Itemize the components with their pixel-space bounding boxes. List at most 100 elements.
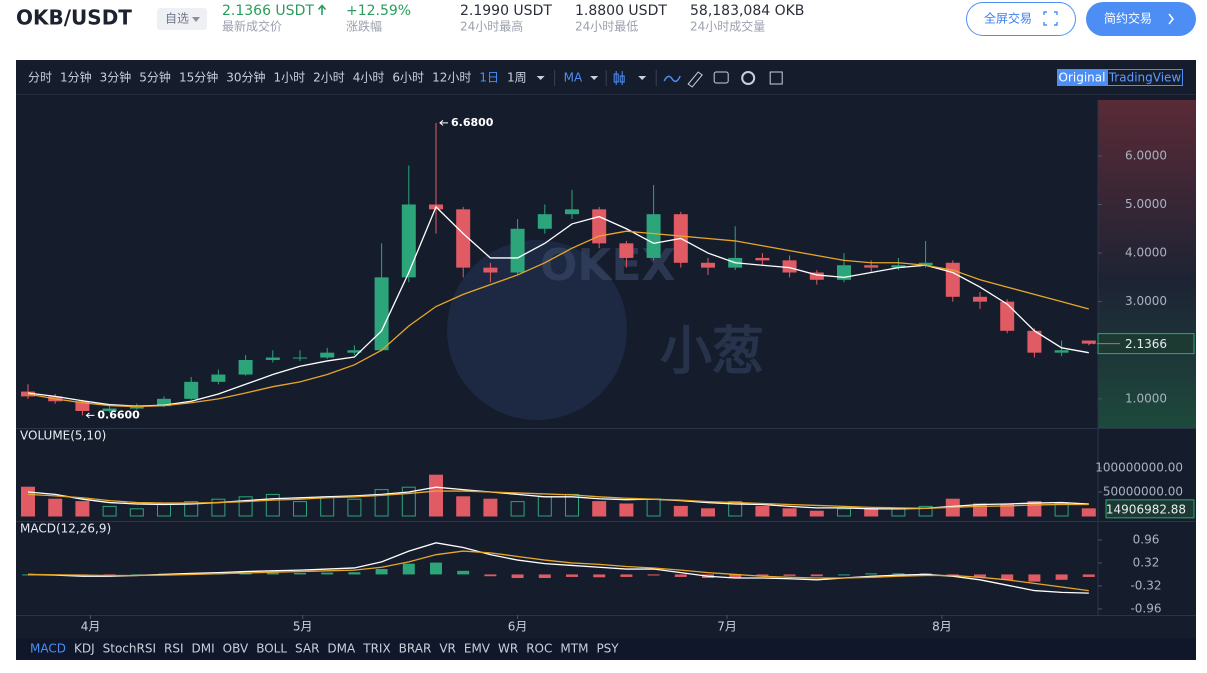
indicator-tab[interactable]: WR: [498, 642, 518, 656]
interval[interactable]: 1小时: [274, 71, 306, 85]
macd-bar: [892, 573, 905, 575]
expand-icon[interactable]: [769, 71, 783, 85]
fullscreen-button[interactable]: [966, 2, 1076, 36]
watermark-text: 小葱: [660, 322, 764, 382]
indicator-tab[interactable]: ROC: [526, 642, 552, 656]
ruler-icon[interactable]: [687, 71, 703, 88]
macd-bar: [783, 574, 796, 576]
candle-body: [483, 267, 498, 273]
volume-bar: [429, 474, 443, 517]
macd-bar: [375, 569, 388, 575]
indicator-tab[interactable]: TRIX: [362, 642, 390, 656]
candle-body: [945, 262, 960, 297]
price-axis-bg: [1098, 100, 1196, 428]
candle-body: [1027, 330, 1042, 353]
x-tick-label: 4月: [81, 620, 101, 634]
y-tick-label: 0.96: [1133, 532, 1160, 546]
interval[interactable]: 3分钟: [100, 70, 132, 85]
indicator[interactable]: MA: [564, 71, 583, 85]
candle-body: [973, 296, 987, 302]
volume-bar: [456, 496, 471, 517]
macd-bar: [566, 574, 578, 577]
pair: OKB/USDT: [16, 6, 132, 30]
interval[interactable]: 分时: [28, 71, 52, 85]
volume-bar: [75, 501, 90, 517]
indicator-tab[interactable]: BOLL: [256, 642, 287, 656]
stat-label: 24小时最高: [460, 19, 523, 34]
interval[interactable]: 1分钟: [60, 70, 92, 85]
macd-bar: [1055, 574, 1068, 580]
stat-label: 24小时成交量: [690, 19, 765, 34]
macd-bar: [974, 574, 986, 577]
volume-bar: [211, 498, 226, 517]
interval[interactable]: 1日: [479, 71, 499, 85]
simple-trade-button[interactable]: [1086, 2, 1196, 36]
indicator-tab[interactable]: SAR: [295, 642, 319, 656]
indicator-tab[interactable]: MACD: [30, 642, 66, 656]
indicator-tab[interactable]: DMI: [192, 642, 215, 656]
volume-bar: [102, 505, 117, 517]
interval[interactable]: 12小时: [432, 71, 471, 85]
candle-body: [755, 257, 770, 261]
indicator-tab[interactable]: PSY: [596, 642, 619, 656]
macd-bar: [511, 574, 524, 579]
macd-bar: [430, 562, 442, 575]
indicator-tab[interactable]: MTM: [560, 642, 588, 656]
x-tick-label: 6月: [508, 620, 528, 634]
indicator-tab[interactable]: RSI: [164, 642, 184, 656]
macd-bar: [1001, 574, 1014, 580]
macd-bar: [810, 574, 823, 577]
candle-icon[interactable]: [613, 71, 625, 85]
candle-body: [646, 214, 661, 258]
interval[interactable]: 4小时: [353, 71, 385, 85]
candle-body: [320, 352, 335, 358]
indicator-tab[interactable]: EMV: [464, 642, 491, 656]
settings-icon[interactable]: [741, 71, 756, 85]
indicator-tab[interactable]: StochRSI: [103, 642, 156, 656]
stat-label: 24小时最低: [575, 20, 638, 34]
view-active[interactable]: [1057, 69, 1107, 86]
camera-icon[interactable]: [713, 71, 729, 84]
macd-bar: [294, 572, 306, 575]
volume-bar: [48, 498, 63, 517]
interval[interactable]: 1周: [507, 71, 527, 85]
candle-body: [293, 357, 307, 359]
favorite-caret: [192, 17, 200, 22]
favorite-button[interactable]: [157, 8, 207, 30]
caret: [536, 76, 545, 80]
caret: [638, 76, 647, 80]
indicator-tab[interactable]: VR: [439, 642, 456, 656]
last-price-label: 2.1366: [1125, 337, 1167, 351]
volume-bar: [21, 486, 35, 517]
indicator-tab[interactable]: BRAR: [399, 642, 432, 656]
interval[interactable]: 30分钟: [226, 70, 265, 85]
volume-bar: [238, 496, 253, 517]
view-inactive[interactable]: [1107, 69, 1183, 86]
y-tick-label: 6.0000: [1125, 148, 1167, 162]
candle-body: [211, 374, 226, 382]
indicator-tab[interactable]: DMA: [327, 642, 356, 656]
plot: 1.0000 3.0000 4.0000 5.0000 6.0000 4月 5月 6月 7月 8月…: [20, 116, 1195, 634]
volume-bar: [483, 498, 498, 517]
interval[interactable]: 2小时: [313, 71, 345, 85]
candle-body: [265, 357, 280, 360]
volume-bar: [619, 503, 634, 517]
volume-bar: [374, 489, 389, 517]
indicator-tab[interactable]: KDJ: [74, 642, 95, 656]
candle-body: [129, 406, 144, 409]
extreme-arrow: [85, 412, 95, 419]
candle-body: [1000, 301, 1015, 331]
volume-label: 14906982.88: [1106, 502, 1186, 516]
indicator-tab[interactable]: OBV: [223, 642, 249, 656]
macd-bar: [674, 574, 687, 577]
candle-body: [75, 401, 90, 411]
indicator-line: [27, 550, 1089, 592]
volume-bar: [347, 498, 362, 517]
interval[interactable]: 5分钟: [139, 70, 171, 85]
candle-body: [184, 381, 199, 399]
line-icon[interactable]: [663, 75, 681, 83]
interval[interactable]: 15分钟: [179, 70, 218, 85]
interval[interactable]: 6小时: [392, 71, 424, 85]
